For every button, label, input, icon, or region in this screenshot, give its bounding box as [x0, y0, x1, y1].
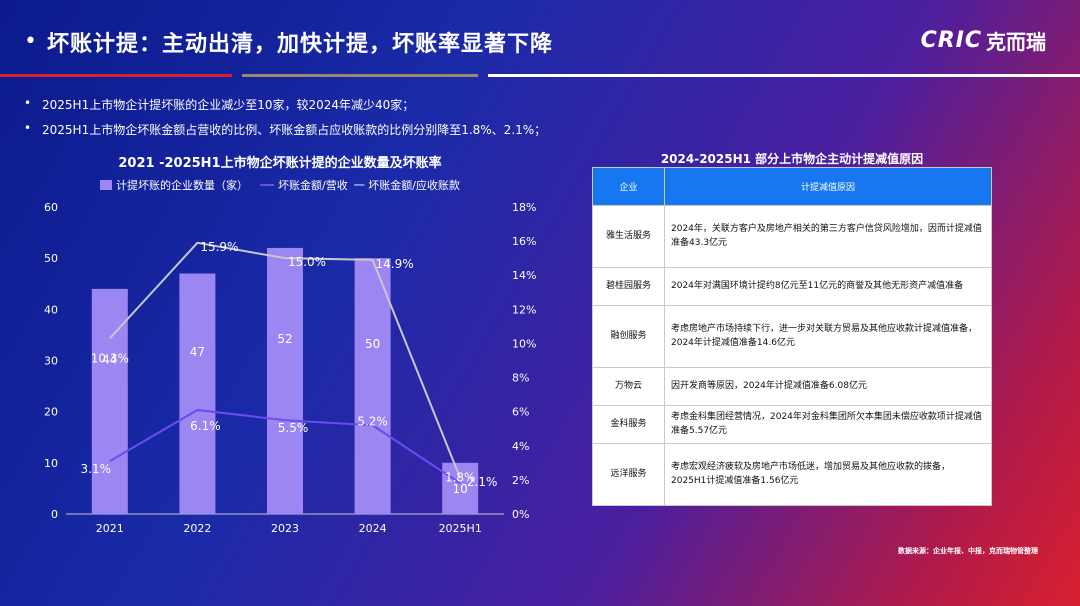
revenue-data-label: 3.1%	[81, 462, 112, 476]
company-cell: 雅生活服务	[592, 205, 665, 268]
line-revenue-ratio	[109, 408, 461, 485]
table-row: 雅生活服务 2024年，关联方客户及房地产相关的第三方客户信贷风险增加，因而计提…	[592, 205, 992, 268]
legend-receivable-label: 一 坏账金额/应收账款	[353, 179, 460, 192]
receivable-data-label: 15.9%	[200, 240, 238, 254]
bar-data-label: 52	[277, 332, 292, 346]
company-cell: 融创服务	[592, 305, 665, 368]
y-right-tick-label: 4%	[512, 440, 529, 453]
table-row: 金科服务 考虑金科集团经营情况，2024年对金科集团所欠本集团未偿应收款项计提减…	[592, 405, 992, 444]
bar-companies	[442, 462, 479, 514]
legend-bar-swatch	[100, 180, 112, 190]
bar-data-label: 10	[453, 482, 468, 496]
y-right-tick-label: 2%	[512, 474, 529, 487]
bullet-dot: •	[24, 96, 32, 110]
bullet-item: • 2025H1上市物企计提坏账的企业减少至10家，较2024年减少40家；	[24, 96, 546, 113]
reason-cell: 考虑房地产市场持续下行，进一步对关联方贸易及其他应收款计提减值准备，2024年计…	[664, 305, 992, 368]
receivable-data-label: 15.0%	[288, 255, 326, 269]
logo-en: CRIC	[920, 28, 982, 53]
title-bullet: •	[24, 29, 37, 54]
y-right-tick-label: 8%	[512, 372, 529, 385]
bar-data-label: 47	[190, 345, 205, 359]
revenue-data-label: 5.2%	[357, 414, 388, 428]
reason-cell: 考虑宏观经济疲软及房地产市场低迷，增加贸易及其他应收款的拨备，2025H1计提减…	[664, 443, 992, 506]
data-source-note: 数据来源：企业年报、中报，克而瑞物管整理	[898, 547, 1038, 555]
y-left-tick-label: 20	[44, 406, 58, 419]
company-cell: 金科服务	[592, 405, 665, 444]
bar-companies	[91, 288, 128, 514]
bullet-dot: •	[24, 121, 32, 135]
reason-cell: 考虑金科集团经营情况，2024年对金科集团所欠本集团未偿应收款项计提减值准备5.…	[664, 405, 992, 444]
header-company: 企业	[592, 167, 665, 206]
company-cell: 碧桂园服务	[592, 267, 665, 306]
legend-revenue-label: 坏账金额/营收	[278, 179, 348, 192]
table-title: 2024-2025H1 部分上市物企主动计提减值原因	[660, 152, 924, 166]
company-cell: 远洋服务	[592, 443, 665, 506]
page-title: • 坏账计提：主动出清，加快计提，坏账率显著下降	[24, 26, 553, 58]
divider-white	[488, 74, 1080, 77]
y-left-tick-label: 30	[44, 355, 58, 368]
table-header-row: 企业 计提减值原因	[592, 167, 992, 206]
table-row: 万物云 因开发商等原因，2024年计提减值准备6.08亿元	[592, 367, 992, 406]
chart-title: 2021 -2025H1上市物企坏账计提的企业数量及坏账率	[118, 156, 442, 171]
y-left-tick-label: 40	[44, 303, 58, 316]
receivable-data-label: 10.3%	[91, 351, 129, 365]
company-cell: 万物云	[592, 367, 665, 406]
revenue-data-label: 5.5%	[278, 421, 309, 435]
bar-companies	[267, 247, 303, 514]
receivable-data-label: 14.9%	[376, 257, 414, 271]
y-right-tick-label: 0%	[512, 508, 529, 521]
legend-bar-label: 计提坏账的企业数量（家）	[116, 179, 248, 192]
bullet-text: 2025H1上市物企坏账金额占营收的比例、坏账金额占应收账款的比例分别降至1.8…	[42, 123, 547, 137]
divider-red	[0, 74, 232, 77]
brand-logo: CRIC 克而瑞	[921, 26, 1046, 55]
table-row: 碧桂园服务 2024年对满国环境计提约8亿元至11亿元的商誉及其他无形资产减值准…	[592, 267, 992, 306]
bar-data-label: 50	[365, 337, 380, 351]
table-row: 融创服务 考虑房地产市场持续下行，进一步对关联方贸易及其他应收款计提减值准备，2…	[592, 305, 992, 368]
y-left-tick-label: 60	[44, 201, 58, 214]
legend-revenue-swatch	[260, 184, 274, 186]
x-tick-label: 2024	[359, 522, 387, 535]
y-left-tick-label: 0	[51, 508, 58, 521]
y-left-tick-label: 50	[44, 252, 58, 265]
x-tick-label: 2021	[96, 522, 124, 535]
bullet-text: 2025H1上市物企计提坏账的企业减少至10家，较2024年减少40家；	[42, 98, 415, 112]
y-right-tick-label: 12%	[512, 303, 536, 316]
bar-companies	[354, 258, 391, 514]
chart-legend: 计提坏账的企业数量（家） 坏账金额/营收 一 坏账金额/应收账款	[100, 177, 460, 193]
x-tick-label: 2023	[271, 522, 299, 535]
receivable-data-label: 2.1%	[467, 475, 498, 489]
y-right-tick-label: 18%	[512, 201, 536, 214]
summary-bullets: • 2025H1上市物企计提坏账的企业减少至10家，较2024年减少40家； • 2…	[24, 96, 546, 146]
bar-companies	[179, 273, 216, 514]
reason-cell: 因开发商等原因，2024年计提减值准备6.08亿元	[664, 367, 992, 406]
reason-cell: 2024年对满国环境计提约8亿元至11亿元的商誉及其他无形资产减值准备	[664, 267, 992, 306]
y-right-tick-label: 14%	[512, 269, 536, 282]
x-tick-label: 2025H1	[439, 522, 482, 535]
bullet-item: • 2025H1上市物企坏账金额占营收的比例、坏账金额占应收账款的比例分别降至1.…	[24, 121, 546, 138]
revenue-data-label: 6.1%	[190, 419, 221, 433]
line-receivable-ratio	[109, 241, 462, 479]
combo-chart: 0 10 20 30 40 50 60 0% 2% 4% 6% 8% 10% 12% 14% 16% 18% 20…	[44, 201, 536, 535]
y-right-tick-label: 6%	[512, 406, 529, 419]
y-left-tick-label: 10	[44, 457, 58, 470]
reasons-table: 企业 计提减值原因 雅生活服务 2024年，关联方客户及房地产相关的第三方客户信…	[592, 167, 992, 506]
x-tick-label: 2022	[183, 522, 211, 535]
divider-gold	[242, 74, 478, 77]
reason-cell: 2024年，关联方客户及房地产相关的第三方客户信贷风险增加，因而计提减值准备43…	[664, 205, 992, 268]
revenue-data-label: 1.8%	[445, 470, 476, 484]
y-right-tick-label: 10%	[512, 337, 536, 350]
title-text: 坏账计提：主动出清，加快计提，坏账率显著下降	[46, 32, 553, 57]
y-right-tick-label: 16%	[512, 235, 536, 248]
logo-cn: 克而瑞	[986, 30, 1046, 54]
table-row: 远洋服务 考虑宏观经济疲软及房地产市场低迷，增加贸易及其他应收款的拨备，2025…	[592, 443, 992, 506]
header-reason: 计提减值原因	[664, 167, 992, 206]
bar-data-label: 44	[102, 352, 117, 366]
